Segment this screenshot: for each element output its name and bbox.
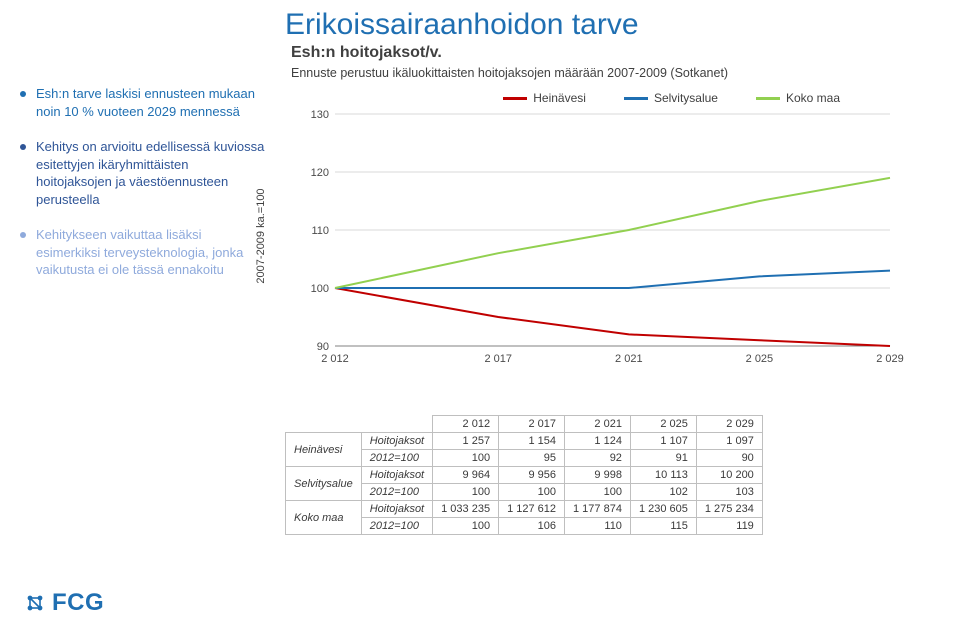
svg-text:100: 100 — [311, 283, 329, 295]
chart-ylabel: 2007-2009 ka.=100 — [255, 188, 267, 283]
svg-text:2 017: 2 017 — [484, 353, 512, 365]
bullet-text: Esh:n tarve laskisi ennusteen mukaan noi… — [36, 85, 265, 120]
legend-item: Heinävesi — [503, 91, 586, 105]
bullet-text: Kehitykseen vaikuttaa lisäksi esimerkiks… — [36, 226, 265, 279]
legend-item: Selvitysalue — [624, 91, 718, 105]
data-table-region: 2 0122 0172 0212 0252 029HeinävesiHoitoj… — [285, 415, 925, 535]
svg-text:2 025: 2 025 — [746, 353, 774, 365]
svg-text:110: 110 — [311, 225, 329, 237]
legend-item: Koko maa — [756, 91, 840, 105]
svg-text:2 012: 2 012 — [321, 353, 349, 365]
bullet-item: Kehitys on arvioitu edellisessä kuviossa… — [20, 138, 265, 208]
data-table: 2 0122 0172 0212 0252 029HeinävesiHoitoj… — [285, 415, 763, 535]
chart-legend: Heinävesi Selvitysalue Koko maa — [503, 91, 840, 105]
legend-label: Selvitysalue — [654, 91, 718, 105]
bullet-item: Kehitykseen vaikuttaa lisäksi esimerkiks… — [20, 226, 265, 279]
legend-label: Heinävesi — [533, 91, 586, 105]
logo-text: FCG — [52, 589, 104, 617]
bullet-list: Esh:n tarve laskisi ennusteen mukaan noi… — [20, 85, 265, 297]
svg-text:90: 90 — [317, 341, 329, 353]
chart-title: Erikoissairaanhoidon tarve — [285, 8, 940, 42]
svg-text:2 021: 2 021 — [615, 353, 643, 365]
bullet-item: Esh:n tarve laskisi ennusteen mukaan noi… — [20, 85, 265, 120]
bullet-text: Kehitys on arvioitu edellisessä kuviossa… — [36, 138, 265, 208]
logo-icon — [24, 592, 46, 614]
svg-text:120: 120 — [311, 167, 329, 179]
svg-text:2 029: 2 029 — [876, 353, 904, 365]
chart-subtitle: Esh:n hoitojaksot/v. — [291, 44, 940, 62]
chart-region: Erikoissairaanhoidon tarve Esh:n hoitoja… — [285, 8, 940, 386]
svg-text:130: 130 — [311, 109, 329, 121]
legend-label: Koko maa — [786, 91, 840, 105]
logo: FCG — [24, 589, 104, 617]
line-chart: 90 100 110 120 130 2 012 2 017 2 021 2 025 2 029 — [295, 86, 910, 386]
chart-sub2: Ennuste perustuu ikäluokittaisten hoitoj… — [291, 66, 940, 80]
